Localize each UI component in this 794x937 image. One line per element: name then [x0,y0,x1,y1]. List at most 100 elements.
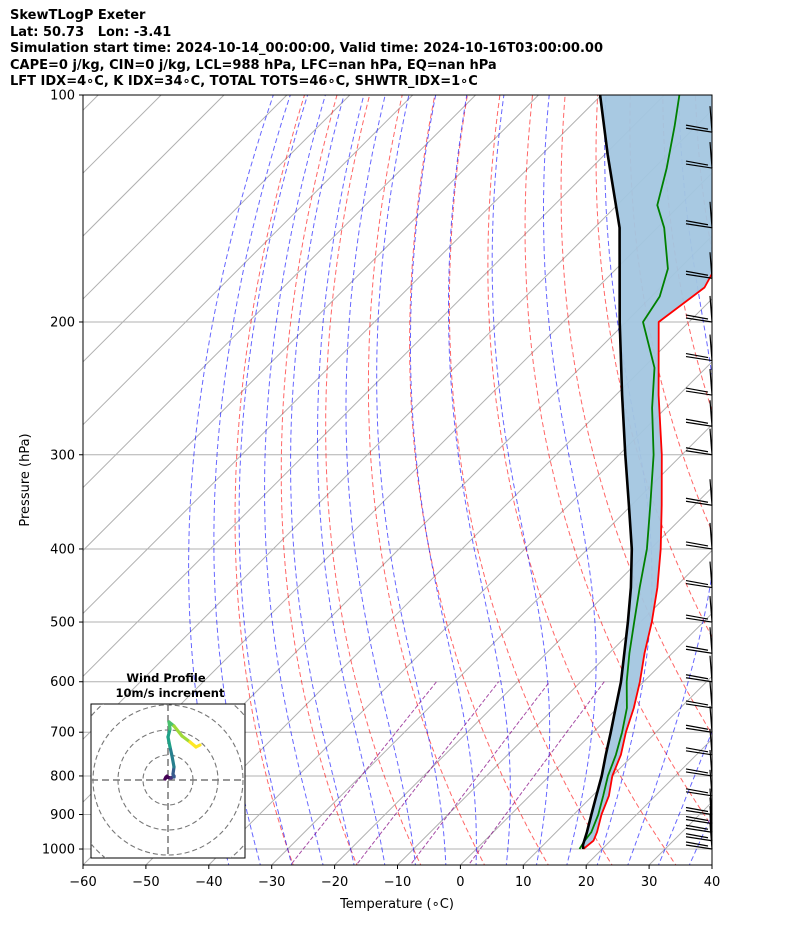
wind-barb-feather [685,674,709,680]
dry-adiabat [409,95,549,865]
wind-barb-feather [685,724,709,730]
wind-barb-feather [685,818,713,825]
inset-subtitle: 10m/s increment [116,686,225,700]
wind-barb-feather [685,163,713,169]
x-axis-label: Temperature (∘C) [339,897,454,912]
wind-barb-feather [685,827,713,833]
moist-adiabat [317,95,386,865]
wind-barb-feather [685,160,709,166]
wind-barb-feather [685,579,709,586]
dry-adiabat [662,95,712,413]
moist-adiabat [264,95,326,865]
isotherm-gridline [83,95,288,300]
wind-barb-feather [685,771,713,777]
wind-barb-feather [685,124,709,130]
axis-ticks: −60 −50 −40 −30 −20 −10 0 10 20 30 40 1000 900 800 700… [42,89,720,891]
x-tick-label: 0 [456,875,464,890]
title-line-2: Lat: 50.73 Lon: -3.41 [10,24,172,40]
chart-header: SkewTLogP Exeter Lat: 50.73 Lon: -3.41 S… [10,8,603,91]
x-tick-label: −20 [321,875,348,890]
dry-adiabat [234,95,306,865]
wind-barb [685,400,713,427]
wind-barb-feather [685,841,709,847]
moist-adiabat [290,95,355,865]
wind-barb-feather [685,617,713,623]
wind-barb-feather [685,788,709,794]
wind-barb-feather [685,768,709,774]
wind-barb-feather [685,270,709,276]
wind-barb [685,561,713,589]
wind-barb-feather [685,677,713,683]
moist-adiabat [238,95,309,865]
moist-adiabat [345,95,416,865]
dry-adiabat [325,95,422,865]
isotherm-gridline [208,361,712,865]
isotherm-gridline [83,95,414,426]
wind-barb-feather [685,314,709,320]
title-line-5: LFT IDX=4∘C, K IDX=34∘C, TOTAL TOTS=46∘C… [10,74,478,89]
x-tick-label: −60 [69,875,96,890]
moist-adiabat [750,82,794,869]
moist-adiabat [627,95,712,865]
isotherm-gridline [271,423,712,865]
y-tick-label: 200 [50,315,75,330]
dry-adiabat [487,95,677,865]
wind-barb-feather [685,418,709,424]
wind-barb-feather [685,355,713,362]
wind-profile-inset: Wind Profile 10m/s increment [90,671,246,859]
dry-adiabat [280,95,358,865]
isotherm-gridline [83,95,602,615]
isotherm-gridline [83,95,539,552]
y-tick-label: 100 [50,89,75,104]
dry-adiabat [448,95,613,865]
isotherm-gridline [145,298,712,865]
data-layer [578,95,712,850]
temperature-line [582,271,712,850]
wind-barb-feather [685,700,709,706]
wind-barb-feather [685,447,709,453]
wind-barb-feather [685,648,713,654]
wind-barb-feather [685,127,713,133]
wind-barb-feather [685,220,709,226]
wind-barb-feather [685,541,709,547]
x-tick-label: −40 [195,875,222,890]
wind-barb-feather [685,450,713,456]
inset-title: Wind Profile [126,671,206,685]
wind-barb-feather [685,421,713,427]
mixing-ratio-line [467,681,605,865]
y-tick-label: 500 [50,616,75,631]
wind-barb-feather [685,352,709,359]
hodograph-segment [170,754,176,769]
isotherm-gridline [83,95,476,489]
wind-barb-feather [685,645,709,651]
wind-barb-feather [685,836,713,842]
dry-adiabat [367,95,486,865]
wind-barb-feather [685,500,713,506]
y-tick-label: 800 [50,769,75,784]
wind-barb [685,369,713,396]
cin-cape-shading [582,95,712,849]
wind-barb [685,522,713,550]
wind-barb-feather [685,544,713,550]
moist-adiabat [491,95,551,865]
moist-adiabat [448,95,511,865]
moist-adiabat [213,95,291,865]
wind-barb-feather [685,317,713,323]
wind-barb-feather [685,390,713,396]
hodograph-segment [180,734,192,744]
moist-adiabat [409,95,477,865]
y-tick-label: 1000 [42,843,75,858]
wind-barb-feather [685,582,713,589]
y-tick-label: 300 [50,448,75,463]
wind-barb-feather [685,614,709,620]
wind-barb [685,334,713,362]
wind-barb-feather [685,747,709,753]
isotherm-gridline [522,675,712,865]
grid-layer [83,82,794,869]
wind-barb [685,627,713,654]
hodograph-segment [172,724,184,738]
x-tick-label: 40 [704,875,721,890]
x-tick-label: 30 [641,875,658,890]
x-tick-label: −30 [258,875,285,890]
